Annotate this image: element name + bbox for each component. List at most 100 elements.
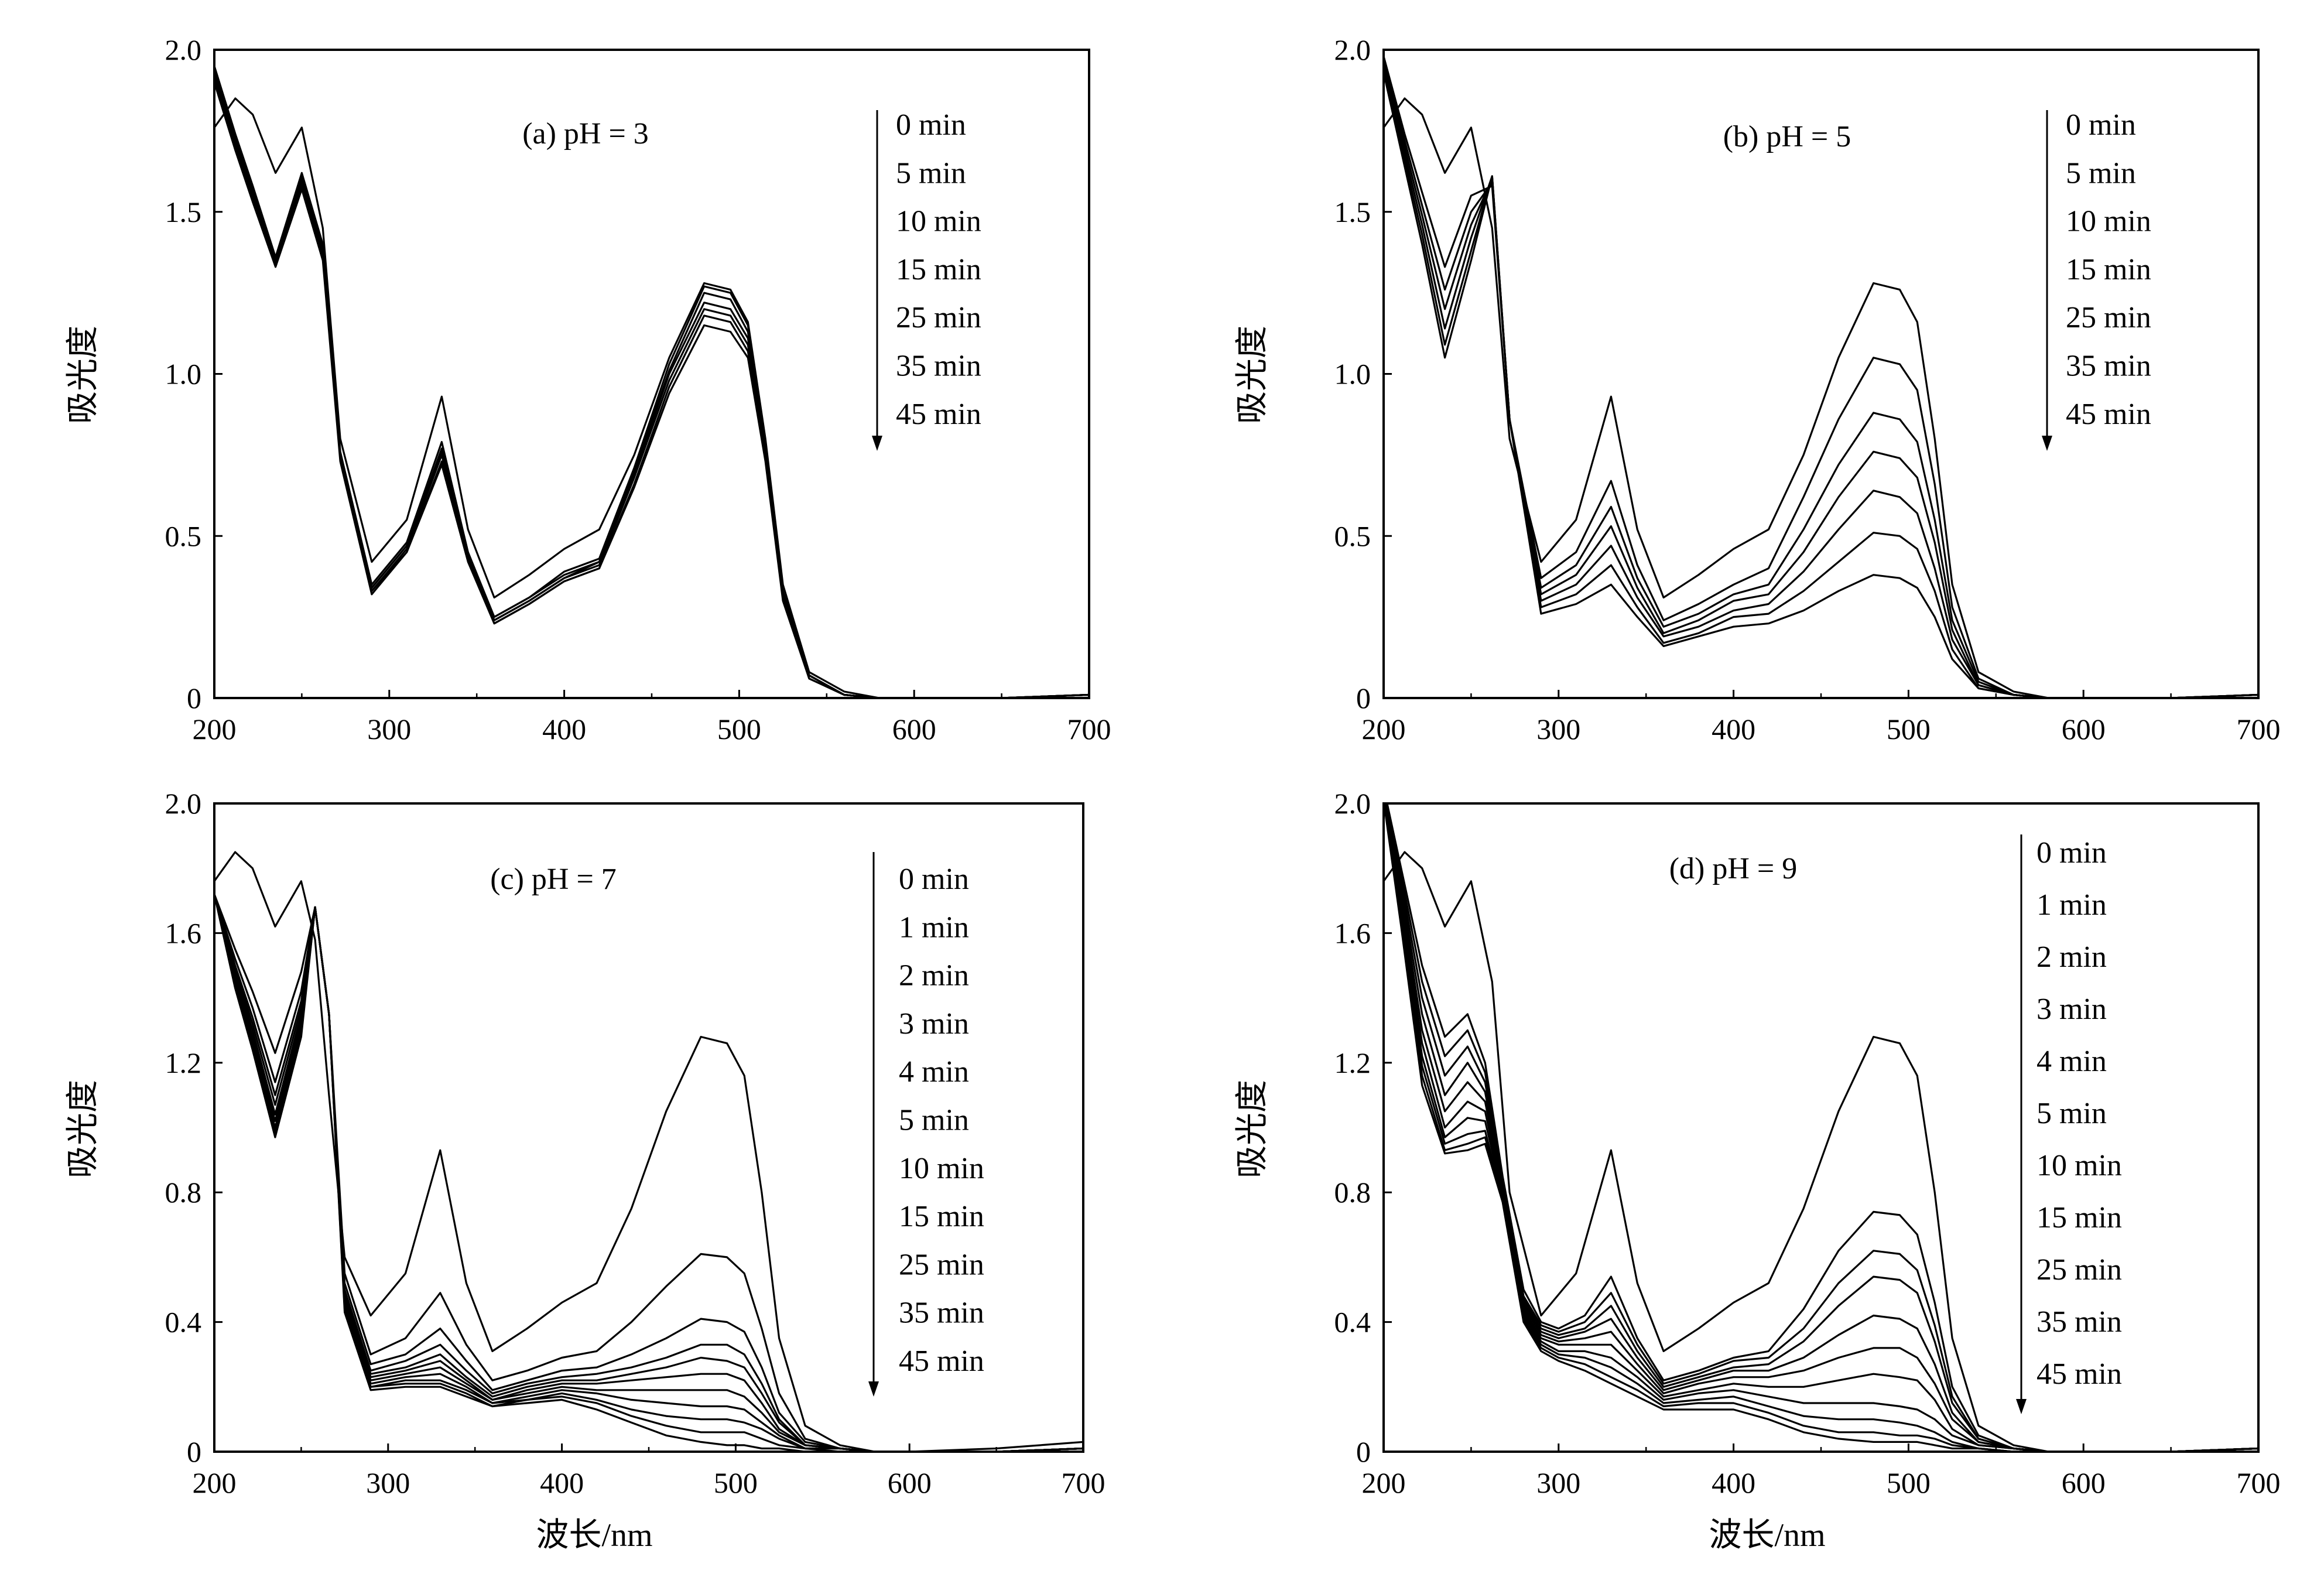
x-tick-label: 500	[717, 713, 761, 745]
figure-xlabel-bottom-right: 波长/nm	[1709, 1517, 1825, 1554]
x-tick-label: 300	[1536, 713, 1580, 745]
chart-panel-4: 200 300 400 500 600 700 0 0.4 0.8 1.2 1.6 2.0 吸光度 (d)…	[1234, 787, 2281, 1499]
y-tick-label: 0.5	[1334, 519, 1371, 552]
series-line-0	[1384, 97, 2258, 698]
y-tick-label: 1.6	[165, 916, 202, 949]
x-tick-label: 200	[193, 1466, 237, 1499]
x-tick-label: 700	[2237, 1466, 2281, 1499]
series-line-2	[1385, 803, 2258, 1452]
x-tick-label: 500	[1887, 1466, 1931, 1499]
y-tick-label: 0.5	[165, 519, 202, 552]
x-tick-label: 600	[892, 713, 936, 745]
legend-label: 35 min	[2066, 350, 2151, 383]
x-tick-label: 200	[1362, 1466, 1406, 1499]
legend-label: 3 min	[2037, 993, 2107, 1026]
legend-label: 3 min	[899, 1007, 969, 1041]
x-tick-label: 700	[1062, 1466, 1105, 1499]
legend-label: 0 min	[899, 863, 969, 896]
series-line-0	[1384, 851, 2258, 1452]
y-axis-title: 吸光度	[65, 326, 101, 424]
legend-label: 0 min	[2066, 108, 2136, 142]
y-tick-label: 0	[1356, 682, 1371, 714]
panel-label: (d) pH = 9	[1669, 852, 1798, 885]
legend-label: 25 min	[2037, 1253, 2122, 1287]
series-line-6	[1384, 72, 2258, 698]
legend-label: 2 min	[2037, 940, 2107, 974]
x-tick-label: 500	[1887, 713, 1931, 745]
legend-label: 0 min	[2037, 836, 2107, 870]
series-group	[1384, 56, 2258, 698]
legend-label: 4 min	[2037, 1045, 2107, 1078]
series-line-9	[1384, 803, 2258, 1452]
legend-arrow-head	[868, 1381, 879, 1397]
x-tick-label: 300	[366, 1466, 410, 1499]
y-tick-label: 1.0	[1334, 358, 1371, 391]
x-tick-label: 400	[1712, 1466, 1755, 1499]
y-tick-label: 0.4	[1334, 1306, 1371, 1339]
legend-label: 45 min	[899, 1345, 984, 1378]
series-line-5	[1384, 803, 2258, 1452]
x-tick-label: 300	[1536, 1466, 1580, 1499]
legend-arrow-head	[872, 436, 882, 451]
y-tick-label: 0	[187, 682, 201, 714]
panel-label: (c) pH = 7	[490, 863, 617, 896]
x-tick-label: 400	[540, 1466, 584, 1499]
plot-frame	[1382, 802, 2260, 1453]
series-group	[214, 66, 1089, 698]
chart-panel-1: 200 300 400 500 600 700 0 0.5 1.0 1.5 2.0 吸光度 (a) pH…	[65, 33, 1111, 745]
y-tick-label: 0.8	[165, 1176, 202, 1209]
legend-label: 1 min	[899, 911, 969, 944]
panel-label: (a) pH = 3	[522, 117, 649, 150]
series-line-2	[1384, 59, 2258, 698]
legend-label: 10 min	[2037, 1149, 2122, 1182]
x-tick-label: 300	[367, 713, 411, 745]
x-tick-label: 600	[2062, 1466, 2106, 1499]
legend-label: 5 min	[2066, 156, 2136, 190]
series-line-4	[1385, 803, 2258, 1452]
y-axis-title: 吸光度	[1234, 1080, 1271, 1178]
legend-label: 1 min	[2037, 888, 2107, 922]
legend-label: 45 min	[2037, 1357, 2122, 1391]
legend-label: 35 min	[899, 1297, 984, 1330]
series-line-1	[1384, 56, 2258, 698]
legend-label: 15 min	[2037, 1201, 2122, 1234]
y-tick-label: 1.2	[1334, 1046, 1371, 1079]
y-tick-label: 1.2	[165, 1046, 202, 1079]
legend-label: 4 min	[899, 1055, 969, 1089]
legend-label: 15 min	[2066, 253, 2151, 286]
series-line-1	[214, 894, 1083, 1452]
series-line-10	[214, 894, 1083, 1452]
legend-label: 35 min	[2037, 1305, 2122, 1339]
y-tick-label: 0.8	[1334, 1176, 1371, 1209]
series-group	[1384, 803, 2258, 1452]
x-tick-label: 500	[714, 1466, 758, 1499]
y-tick-label: 2.0	[1334, 787, 1371, 820]
series-line-1	[1386, 803, 2258, 1452]
chart-panel-2: 200 300 400 500 600 700 0 0.5 1.0 1.5 2.0 吸光度 (b) pH…	[1234, 33, 2281, 745]
x-tick-label: 400	[542, 713, 586, 745]
x-tick-label: 600	[888, 1466, 932, 1499]
y-tick-label: 0	[1356, 1435, 1371, 1468]
series-group	[214, 851, 1083, 1452]
legend-label: 5 min	[899, 1104, 969, 1137]
legend-label: 10 min	[2066, 205, 2151, 238]
y-tick-label: 2.0	[165, 787, 202, 820]
series-line-6	[214, 81, 1089, 698]
legend-label: 15 min	[896, 253, 981, 286]
series-line-0	[214, 851, 1083, 1452]
y-tick-label: 2.0	[1334, 33, 1371, 66]
chart-panel-3: 200 300 400 500 600 700 0 0.4 0.8 1.2 1.6 2.0 吸光度 (c)…	[65, 787, 1105, 1499]
y-tick-label: 0.4	[165, 1306, 202, 1339]
series-line-4	[1384, 66, 2258, 698]
legend-label: 45 min	[896, 398, 981, 431]
y-axis-title: 吸光度	[1234, 326, 1271, 424]
legend-arrow-head	[2016, 1399, 2027, 1414]
x-tick-label: 700	[1067, 713, 1111, 745]
figure-xlabel-bottom-left: 波长/nm	[536, 1517, 652, 1554]
y-tick-label: 0	[187, 1435, 201, 1468]
legend-label: 5 min	[2037, 1097, 2107, 1130]
series-line-0	[214, 97, 1089, 698]
legend-arrow-head	[2042, 436, 2052, 451]
legend-label: 5 min	[896, 156, 966, 190]
